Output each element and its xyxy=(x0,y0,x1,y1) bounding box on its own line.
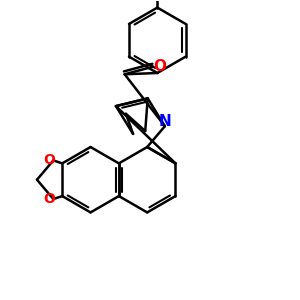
Text: O: O xyxy=(43,153,55,167)
Text: N: N xyxy=(158,114,171,129)
Text: O: O xyxy=(153,59,166,74)
Text: O: O xyxy=(43,192,55,206)
